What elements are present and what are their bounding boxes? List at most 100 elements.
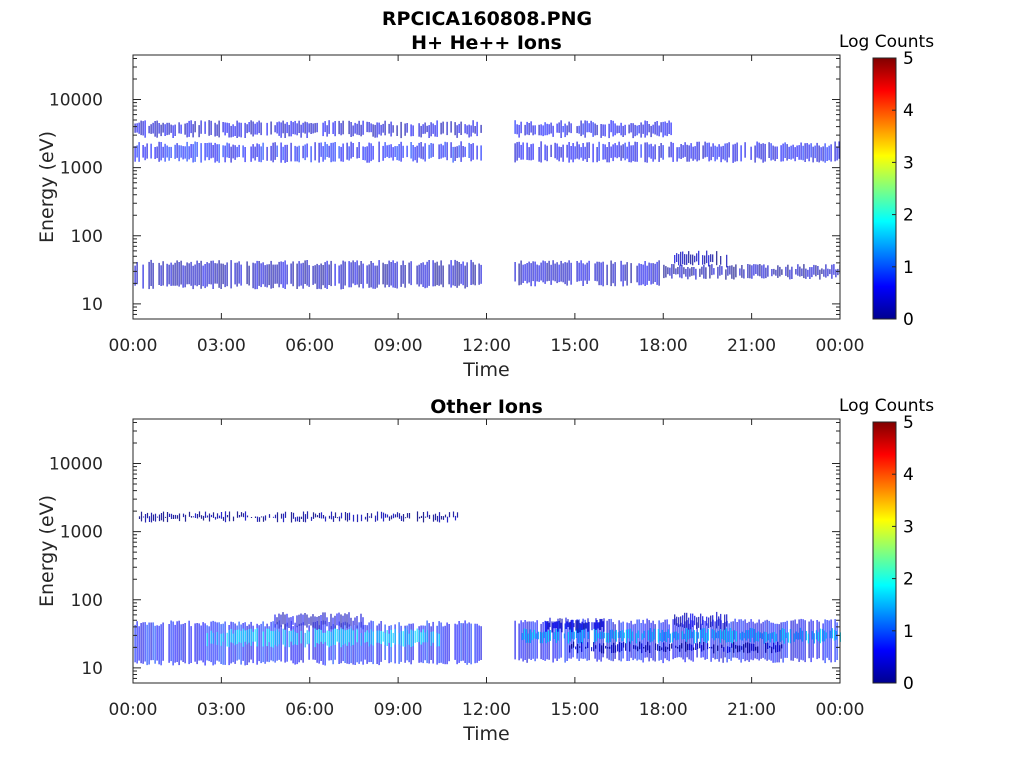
data-streak	[829, 269, 831, 275]
data-streak	[460, 141, 462, 162]
data-streak	[724, 143, 726, 161]
data-streak	[791, 266, 793, 279]
data-streak	[616, 125, 618, 134]
data-streak	[452, 265, 454, 286]
data-streak	[176, 515, 179, 519]
data-streak	[677, 633, 679, 640]
data-streak	[300, 630, 302, 644]
data-streak	[316, 629, 318, 644]
data-streak	[764, 620, 766, 660]
data-streak	[562, 126, 564, 133]
data-streak	[794, 147, 796, 162]
data-streak	[344, 261, 346, 286]
data-streak	[825, 264, 827, 278]
data-streak	[818, 621, 820, 659]
data-streak	[232, 144, 234, 159]
data-streak	[374, 515, 377, 522]
data-streak	[296, 146, 298, 162]
data-streak	[350, 122, 352, 137]
data-streak	[268, 264, 270, 286]
data-streak	[552, 622, 554, 663]
data-streak	[448, 512, 451, 518]
data-streak	[218, 515, 221, 519]
data-streak	[184, 146, 186, 159]
data-streak	[156, 146, 158, 159]
data-streak	[192, 124, 194, 138]
data-streak	[420, 125, 422, 138]
data-streak	[180, 260, 182, 285]
data-streak	[654, 121, 656, 135]
data-streak	[597, 622, 599, 629]
data-streak	[680, 616, 682, 627]
data-streak	[713, 630, 715, 641]
data-streak	[478, 263, 480, 285]
data-streak	[530, 144, 532, 161]
data-streak	[643, 630, 645, 638]
data-streak	[620, 622, 622, 662]
data-streak	[138, 516, 141, 519]
data-streak	[148, 261, 150, 290]
data-streak	[428, 514, 431, 519]
data-streak	[614, 123, 616, 136]
data-streak	[564, 623, 566, 663]
data-streak	[787, 264, 789, 278]
data-streak	[569, 645, 571, 653]
data-streak	[250, 120, 252, 135]
data-streak	[314, 142, 316, 161]
colorbar-tick-label: 5	[903, 49, 914, 69]
data-streak	[702, 145, 704, 159]
data-streak	[773, 642, 775, 650]
data-streak	[560, 147, 562, 158]
data-streak	[222, 122, 224, 133]
data-streak	[630, 145, 632, 163]
data-streak	[662, 145, 664, 160]
data-streak	[202, 265, 204, 287]
data-streak	[775, 269, 777, 276]
data-streak	[204, 264, 206, 289]
data-streak	[528, 123, 530, 136]
data-streak	[260, 263, 262, 288]
data-streak	[644, 623, 646, 658]
data-streak	[334, 142, 336, 162]
data-streak	[667, 629, 669, 638]
data-streak	[392, 147, 394, 161]
data-streak	[643, 647, 645, 649]
data-streak	[546, 123, 548, 136]
data-streak	[768, 142, 770, 158]
data-streak	[580, 260, 582, 281]
data-streak	[152, 122, 154, 134]
data-streak	[372, 124, 374, 137]
data-streak	[718, 144, 720, 157]
data-streak	[526, 263, 528, 284]
data-streak	[284, 614, 286, 630]
data-streak	[236, 262, 238, 287]
data-streak	[793, 633, 795, 642]
data-streak	[226, 515, 229, 518]
data-streak	[777, 641, 779, 652]
x-axis-label: Time	[462, 723, 510, 745]
data-streak	[650, 263, 652, 285]
data-streak	[811, 631, 813, 640]
data-streak	[732, 621, 734, 658]
data-streak	[294, 631, 296, 645]
data-streak	[752, 621, 754, 661]
data-streak	[144, 146, 146, 161]
data-streak	[687, 267, 689, 280]
data-streak	[188, 146, 190, 160]
data-streak	[528, 261, 530, 283]
data-streak	[306, 260, 308, 286]
y-tick-label: 1000	[60, 159, 103, 179]
data-streak	[288, 617, 290, 628]
data-streak	[644, 142, 646, 163]
data-streak	[670, 141, 672, 158]
data-streak	[518, 124, 520, 138]
data-streak	[584, 619, 586, 659]
data-streak	[744, 619, 746, 662]
data-streak	[698, 141, 700, 161]
data-streak	[666, 122, 668, 137]
data-streak	[408, 262, 410, 284]
data-streak	[228, 629, 230, 648]
data-streak	[754, 623, 756, 659]
data-streak	[334, 512, 337, 518]
data-streak	[392, 632, 394, 643]
